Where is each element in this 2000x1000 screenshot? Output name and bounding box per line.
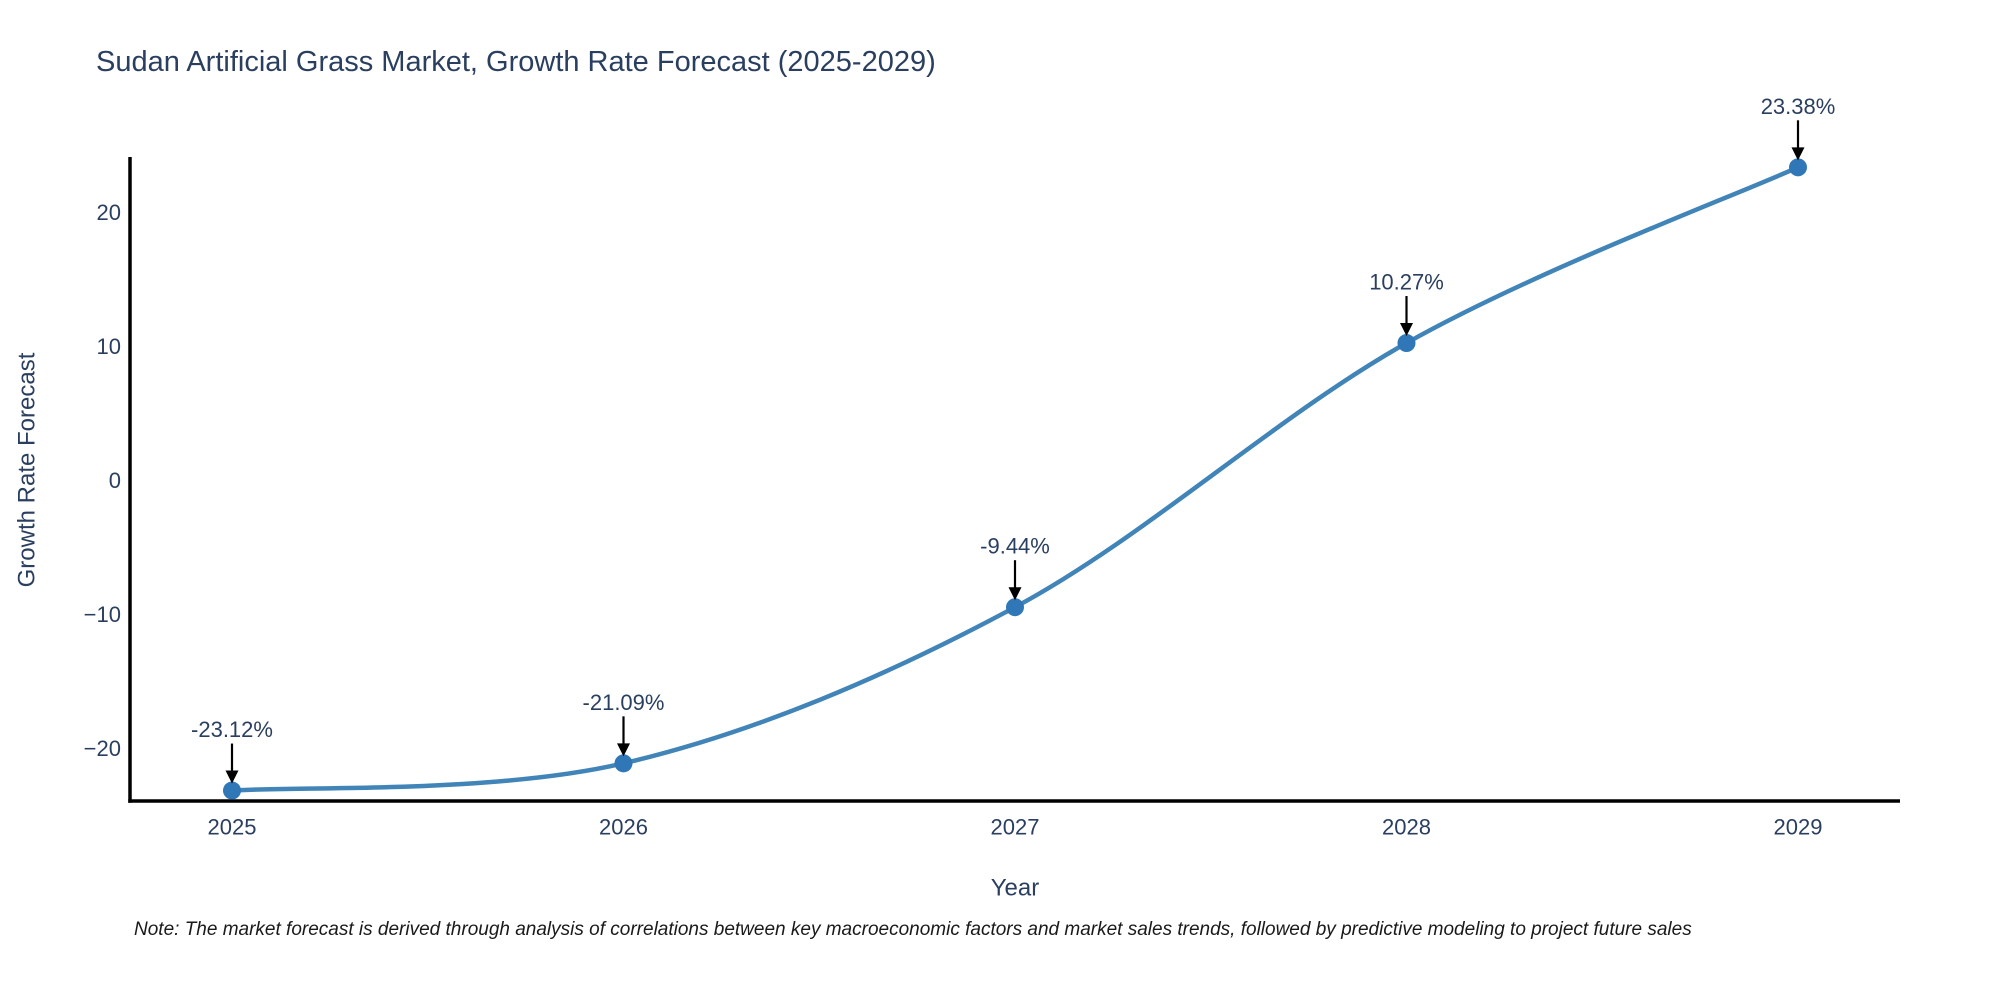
x-axis-title: Year — [991, 875, 1040, 902]
x-tick-label: 2029 — [1774, 815, 1823, 840]
y-tick-label: 10 — [97, 334, 121, 359]
x-tick-label: 2028 — [1382, 815, 1431, 840]
data-point-marker — [1397, 334, 1416, 353]
x-tick-label: 2025 — [208, 815, 257, 840]
data-point-marker — [223, 781, 241, 800]
annotation-arrowhead — [1008, 587, 1022, 601]
data-point-label: 10.27% — [1369, 270, 1444, 295]
data-point-label: -23.12% — [191, 717, 273, 742]
annotation-arrowhead — [225, 770, 239, 784]
y-tick-label: −20 — [84, 736, 121, 761]
data-point-label: -9.44% — [980, 534, 1050, 559]
y-axis-title: Growth Rate Forecast — [14, 352, 41, 587]
y-tick-label: −10 — [84, 602, 121, 627]
annotation-arrowhead — [1791, 147, 1805, 161]
x-tick-label: 2027 — [991, 815, 1040, 840]
forecast-line — [229, 165, 1801, 793]
annotation-arrowhead — [617, 743, 630, 757]
data-point-label: 23.38% — [1761, 94, 1836, 119]
annotation-arrowhead — [1400, 323, 1413, 337]
data-point-marker — [614, 754, 633, 773]
chart-title: Sudan Artificial Grass Market, Growth Ra… — [96, 46, 936, 78]
y-tick-label: 20 — [97, 200, 121, 225]
data-point-label: -21.09% — [583, 690, 665, 715]
y-tick-label: 0 — [109, 468, 121, 493]
data-point-marker — [1789, 158, 1807, 177]
footnote: Note: The market forecast is derived thr… — [134, 919, 1692, 940]
x-tick-label: 2026 — [599, 815, 648, 840]
data-point-marker — [1006, 598, 1024, 617]
